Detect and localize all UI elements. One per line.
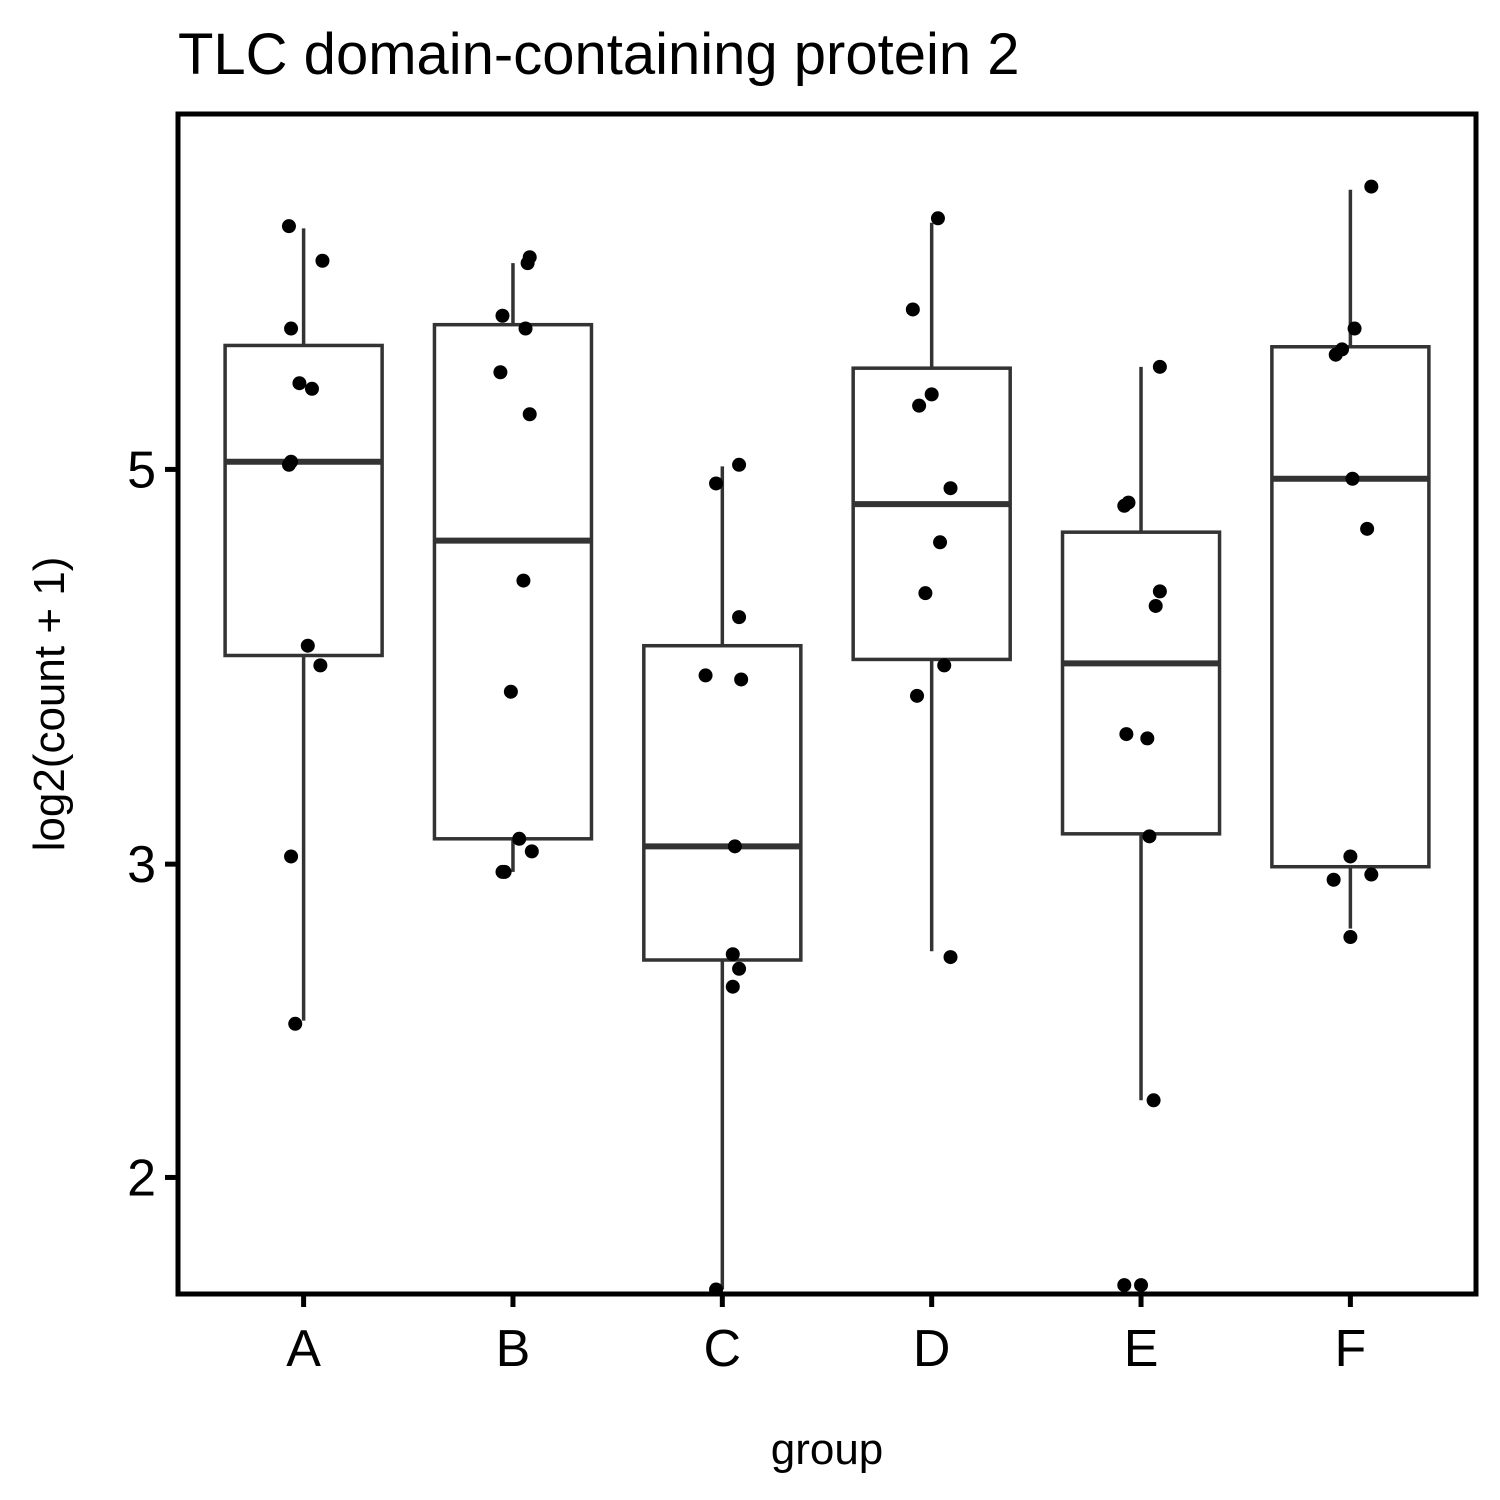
data-point-B [518,321,533,336]
data-point-C [734,672,749,687]
points-layer [281,179,1379,1297]
y-tick-label: 5 [127,441,156,499]
data-point-E [1146,1093,1161,1108]
iqr-box [432,322,594,841]
box-F [1270,189,1431,929]
data-point-C [727,839,742,854]
data-point-F [1364,867,1379,882]
data-point-B [522,407,537,422]
data-point-D [924,387,939,402]
data-point-C [732,457,747,472]
data-point-A [315,253,330,268]
data-point-E [1142,829,1157,844]
iqr-box [642,643,803,962]
y-axis: 2 3 5 [127,441,178,1207]
data-point-F [1347,321,1362,336]
data-point-A [300,638,315,653]
data-point-B [524,844,539,859]
data-point-D [943,950,958,965]
iqr-box [851,366,1012,662]
boxes-layer [223,189,1431,1290]
x-tick-label: B [496,1320,531,1378]
data-point-B [503,684,518,699]
data-point-A [288,1016,303,1031]
y-tick-label: 2 [127,1149,156,1207]
data-point-D [933,535,948,550]
y-tick-label: 3 [127,836,156,894]
data-point-B [522,250,537,265]
data-point-A [284,321,299,336]
data-point-C [709,476,724,491]
data-point-E [1134,1278,1149,1293]
data-point-A [281,219,296,234]
data-point-F [1328,347,1343,362]
x-tick-label: D [913,1320,951,1378]
data-point-E [1148,598,1163,613]
data-point-F [1345,471,1360,486]
x-tick-label: A [286,1320,321,1378]
box-B [432,263,594,872]
data-point-A [284,454,299,469]
data-point-B [493,365,508,380]
data-point-D [937,658,952,673]
plot-panel [175,111,1479,1297]
data-point-B [516,573,531,588]
data-point-B [512,831,527,846]
data-point-A [313,658,328,673]
y-axis-title: log2(count + 1) [25,557,74,852]
data-point-F [1343,849,1358,864]
data-point-B [495,864,510,879]
data-point-C [732,610,747,625]
iqr-box [1270,345,1431,869]
x-axis-title: group [771,1425,884,1474]
x-tick-label: C [704,1320,742,1378]
data-point-E [1121,495,1136,510]
data-point-C [732,961,747,976]
iqr-box [1060,530,1222,836]
data-point-D [905,302,920,317]
box-A [223,228,384,1021]
data-point-E [1117,1278,1132,1293]
box-E [1060,366,1222,1101]
data-point-B [495,308,510,323]
chart-title: TLC domain-containing protein 2 [178,22,1019,87]
box-D [851,222,1012,952]
data-point-E [1152,584,1167,599]
data-point-F [1360,521,1375,536]
data-point-E [1152,359,1167,374]
data-point-A [284,849,299,864]
data-point-C [725,947,740,962]
data-point-A [304,381,319,396]
data-point-D [930,211,945,226]
data-point-F [1364,179,1379,194]
data-point-E [1140,731,1155,746]
data-point-E [1119,727,1134,742]
data-point-F [1326,872,1341,887]
data-point-D [910,688,925,703]
x-tick-label: E [1124,1320,1159,1378]
iqr-box [223,343,384,658]
x-axis: A B C D E F [286,1294,1366,1378]
box-C [642,466,803,1290]
x-tick-label: F [1335,1320,1367,1378]
data-point-C [698,668,713,683]
data-point-D [943,481,958,496]
data-point-D [918,586,933,601]
data-point-D [912,398,927,413]
data-point-C [725,979,740,994]
data-point-F [1343,930,1358,945]
data-point-A [292,376,307,391]
